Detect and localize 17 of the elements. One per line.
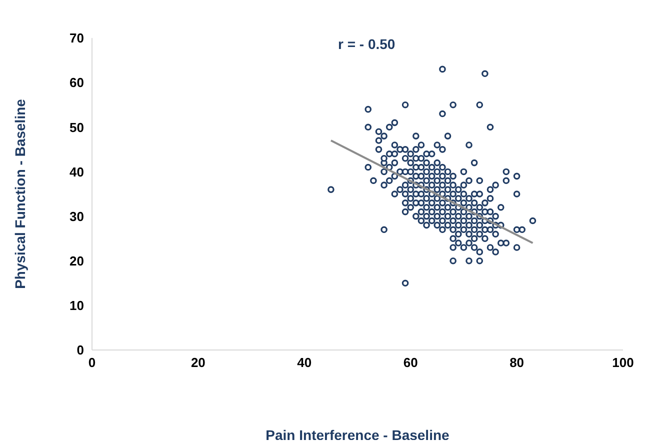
x-tick-label: 60 — [403, 355, 418, 370]
y-axis-title: Physical Function - Baseline — [12, 98, 28, 289]
x-tick-label: 20 — [190, 355, 206, 370]
x-tick-label: 100 — [612, 355, 634, 370]
y-tick-label: 50 — [70, 120, 84, 135]
y-tick-label: 40 — [70, 164, 84, 180]
x-tick-label: 0 — [88, 355, 96, 370]
y-tick-label: 10 — [70, 298, 84, 314]
y-tick-label: 70 — [70, 30, 84, 46]
annotation: r = - 0.50 — [338, 36, 396, 52]
x-tick-label: 80 — [510, 355, 524, 370]
x-axis-title: Pain Interference - Baseline — [266, 427, 450, 442]
y-tick-label: 20 — [70, 253, 84, 268]
y-tick-label: 0 — [76, 342, 84, 358]
x-tick-label: 40 — [297, 355, 312, 370]
y-tick-label: 60 — [70, 75, 84, 90]
y-tick-label: 30 — [70, 208, 84, 224]
